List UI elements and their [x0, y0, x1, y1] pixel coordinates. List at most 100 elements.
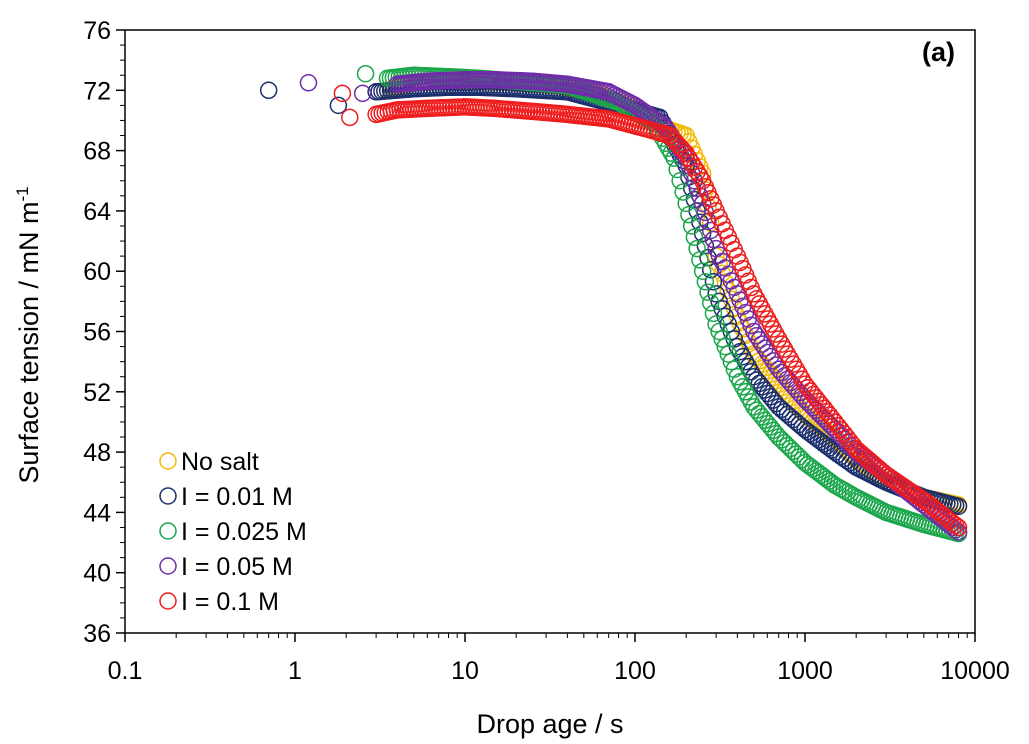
data-point	[787, 360, 805, 378]
legend-marker	[159, 592, 177, 610]
y-tick-label: 36	[83, 620, 111, 648]
data-point	[946, 516, 965, 534]
data-point	[716, 273, 734, 291]
y-tick-label: 60	[83, 258, 111, 286]
data-point	[341, 108, 359, 127]
legend-marker	[159, 557, 177, 575]
y-axis-title: Surface tension / mN m-1	[13, 186, 44, 483]
data-point	[949, 518, 968, 537]
data-point	[935, 507, 953, 525]
data-point	[710, 322, 728, 341]
y-tick-label: 44	[83, 499, 111, 527]
series-i-0-05-m	[299, 70, 968, 541]
data-point	[949, 497, 968, 516]
y-tick-label: 76	[83, 17, 111, 45]
data-point	[699, 283, 717, 302]
data-point	[677, 144, 695, 163]
data-point	[691, 251, 709, 269]
x-tick-label: 1	[288, 657, 302, 685]
data-point	[938, 509, 956, 528]
data-point	[693, 262, 712, 280]
y-axis-ticks: 36 40 44 48 52 56 60 64 68 72 76	[83, 17, 125, 648]
data-point	[784, 355, 803, 373]
data-point	[917, 493, 936, 512]
legend-label: I = 0.1 M	[181, 588, 279, 616]
legend: No salt I = 0.01 M I = 0.025 M I = 0.05 M I …	[159, 448, 307, 616]
data-point	[691, 167, 709, 185]
data-point	[682, 153, 701, 172]
data-point	[793, 370, 811, 388]
data-point	[941, 511, 959, 530]
legend-label: No salt	[181, 448, 259, 476]
data-point	[912, 489, 930, 508]
data-point	[704, 304, 723, 323]
data-point	[701, 260, 720, 279]
data-point	[778, 370, 797, 388]
data-point	[333, 84, 352, 103]
data-point	[329, 96, 348, 115]
data-point	[688, 162, 706, 181]
data-point	[713, 330, 731, 348]
x-tick-label: 100	[614, 657, 656, 685]
data-point	[772, 335, 791, 353]
legend-label: I = 0.01 M	[181, 483, 293, 511]
y-tick-label: 68	[83, 138, 111, 166]
data-point	[781, 350, 800, 368]
data-point	[685, 228, 704, 247]
data-point	[823, 441, 841, 459]
y-tick-label: 56	[83, 319, 111, 347]
legend-marker	[159, 487, 177, 505]
data-point	[920, 496, 939, 514]
data-point	[710, 292, 728, 311]
data-point	[701, 294, 720, 312]
data-point	[716, 337, 734, 356]
data-point	[826, 443, 844, 461]
data-point	[693, 194, 712, 213]
data-point	[259, 81, 278, 100]
data-point	[707, 285, 725, 303]
data-point	[299, 74, 318, 92]
data-point	[829, 445, 847, 464]
data-point	[685, 158, 704, 176]
legend-marker	[159, 452, 177, 470]
data-point	[943, 514, 962, 532]
y-tick-label: 72	[83, 77, 111, 105]
x-axis-title: Drop age / s	[476, 709, 623, 739]
legend-label: I = 0.05 M	[181, 553, 293, 581]
data-point	[688, 239, 706, 258]
data-point	[929, 502, 948, 521]
data-point	[353, 84, 372, 103]
legend-label: I = 0.025 M	[181, 518, 307, 546]
y-tick-label: 48	[83, 439, 111, 467]
data-point	[674, 183, 692, 201]
data-point	[713, 300, 731, 318]
data-point	[778, 345, 797, 363]
data-point	[915, 491, 933, 510]
data-point	[784, 377, 803, 395]
data-point	[775, 340, 794, 358]
data-point	[719, 345, 737, 363]
data-point	[682, 217, 701, 235]
x-tick-label: 10	[451, 657, 479, 685]
data-point	[356, 64, 375, 83]
data-point	[932, 505, 950, 523]
series-i-0-1-m	[333, 84, 968, 537]
data-point	[696, 273, 715, 291]
legend-marker	[159, 522, 177, 540]
x-tick-label: 1000	[777, 657, 833, 685]
data-point	[769, 330, 788, 348]
y-tick-label: 64	[83, 198, 111, 226]
y-axis-title-superscript: -1	[13, 186, 32, 201]
data-point	[923, 498, 942, 516]
data-point	[704, 273, 723, 291]
panel-label: (a)	[922, 37, 955, 67]
data-point	[909, 487, 927, 506]
data-point	[926, 500, 945, 519]
data-point	[685, 172, 704, 190]
data-point	[722, 352, 741, 371]
data-point	[707, 315, 725, 333]
series-layer	[259, 64, 968, 543]
data-point	[680, 149, 698, 167]
y-axis-title-main: Surface tension / mN m	[14, 202, 44, 484]
